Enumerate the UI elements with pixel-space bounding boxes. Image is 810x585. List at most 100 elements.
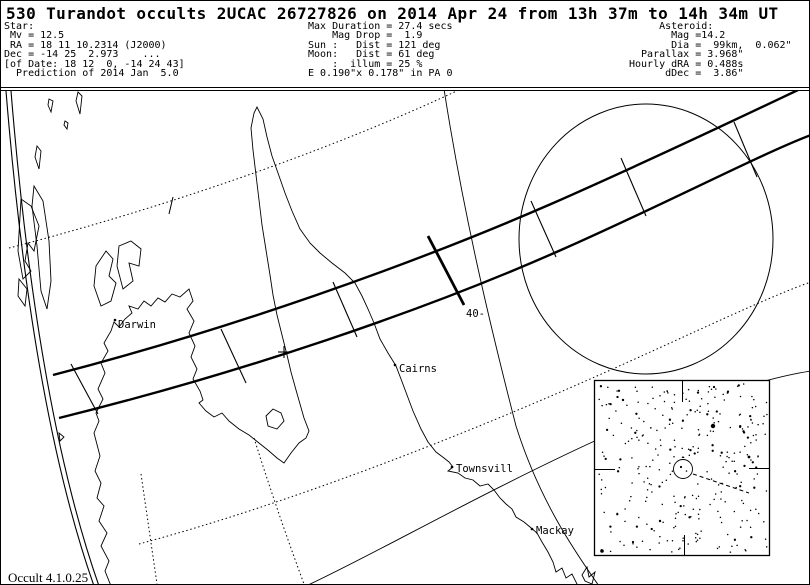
inset-star: [719, 413, 721, 415]
inset-star: [695, 497, 698, 500]
inset-star: [646, 496, 648, 499]
inset-star: [637, 467, 639, 470]
inset-star: [601, 404, 603, 407]
inset-star: [717, 420, 720, 423]
inset-star: [609, 402, 612, 406]
inset-star: [659, 439, 662, 441]
inset-star: [749, 414, 752, 418]
asteroid-motion-dashed-line: [692, 473, 750, 494]
inset-star: [605, 403, 608, 406]
inset-star: [674, 525, 677, 528]
inset-star: [627, 440, 630, 442]
inset-star: [720, 451, 723, 454]
inset-star: [615, 410, 617, 412]
inset-star: [652, 459, 654, 461]
city-label-cairns: Cairns: [399, 363, 437, 375]
inset-star: [722, 466, 724, 468]
shadow-error-ellipse: [518, 103, 774, 375]
islands: [17, 91, 596, 584]
inset-star: [699, 411, 701, 414]
inset-star: [757, 455, 759, 457]
inset-star: [740, 481, 742, 484]
inset-star: [682, 539, 684, 542]
inset-star: [635, 412, 638, 415]
inset-star: [687, 543, 689, 545]
inset-star: [658, 542, 660, 544]
inset-star: [699, 405, 701, 407]
inset-star: [750, 536, 753, 539]
inset-bright-star: [710, 423, 716, 429]
inset-star: [603, 455, 605, 457]
inset-star: [698, 518, 700, 520]
inset-star: [610, 531, 612, 533]
inset-star: [636, 546, 638, 548]
inset-star: [714, 493, 717, 495]
city-dot-cairns: [393, 363, 397, 367]
inset-frame: [593, 379, 771, 557]
inset-star: [744, 548, 746, 551]
inset-star: [648, 482, 651, 485]
inset-star: [750, 442, 752, 444]
inset-star: [707, 410, 710, 412]
inset-star: [722, 393, 724, 396]
inset-star: [661, 481, 664, 484]
inset-star: [637, 401, 639, 403]
inset-star: [636, 429, 638, 432]
inset-star: [686, 414, 688, 416]
inset-star: [638, 516, 640, 519]
inset-star: [630, 427, 633, 429]
inset-star: [673, 439, 676, 441]
inset-star: [697, 429, 700, 431]
inset-star: [717, 484, 720, 486]
inset-star: [669, 473, 672, 476]
inset-star: [741, 499, 743, 502]
inset-star: [726, 455, 728, 458]
inset-star: [604, 486, 607, 489]
inset-star: [729, 551, 732, 553]
inset-star: [650, 527, 653, 531]
inset-star: [598, 398, 600, 401]
path-north-limit: [52, 91, 799, 377]
inset-star: [731, 460, 733, 462]
graticule-tick: [168, 196, 174, 215]
inset-star: [764, 538, 767, 540]
inset-star: [706, 434, 709, 437]
inset-star: [763, 415, 765, 417]
inset-star: [669, 448, 672, 451]
inset-star: [699, 537, 701, 539]
inset-star: [694, 536, 697, 539]
inset-starfield: [598, 383, 768, 553]
inset-star: [659, 394, 661, 397]
inset-star: [746, 436, 750, 439]
inset-star: [663, 400, 666, 403]
inset-star: [620, 422, 623, 424]
inset-star: [677, 511, 679, 514]
dotted-line-north: [8, 91, 458, 249]
inset-star: [664, 427, 666, 429]
inset-star: [766, 413, 768, 416]
inset-star: [755, 466, 758, 469]
inset-star: [697, 495, 700, 497]
inset-star: [618, 466, 621, 469]
inset-star: [681, 456, 684, 459]
inset-star: [608, 417, 610, 420]
inset-star: [638, 417, 640, 420]
inset-star: [684, 495, 686, 498]
inset-star: [707, 402, 709, 405]
inset-star: [764, 433, 766, 435]
inset-star: [649, 465, 651, 468]
target-star-dot: [679, 465, 683, 469]
occultation-path-map: 40- Darwin Cairns Townsvill Mackay: [5, 91, 809, 584]
inset-star: [696, 391, 700, 394]
inset-star: [728, 472, 730, 474]
inset-star: [677, 548, 680, 551]
asteroid-data-block: Asteroid: Mag =14.2 Dia = 99km, 0.062" P…: [629, 21, 792, 80]
inset-star: [755, 508, 757, 511]
inset-star: [762, 423, 764, 425]
inset-star: [742, 502, 745, 505]
inset-star: [697, 483, 699, 485]
inset-star: [645, 465, 647, 468]
inset-star: [698, 433, 701, 436]
inset-star: [626, 404, 628, 406]
